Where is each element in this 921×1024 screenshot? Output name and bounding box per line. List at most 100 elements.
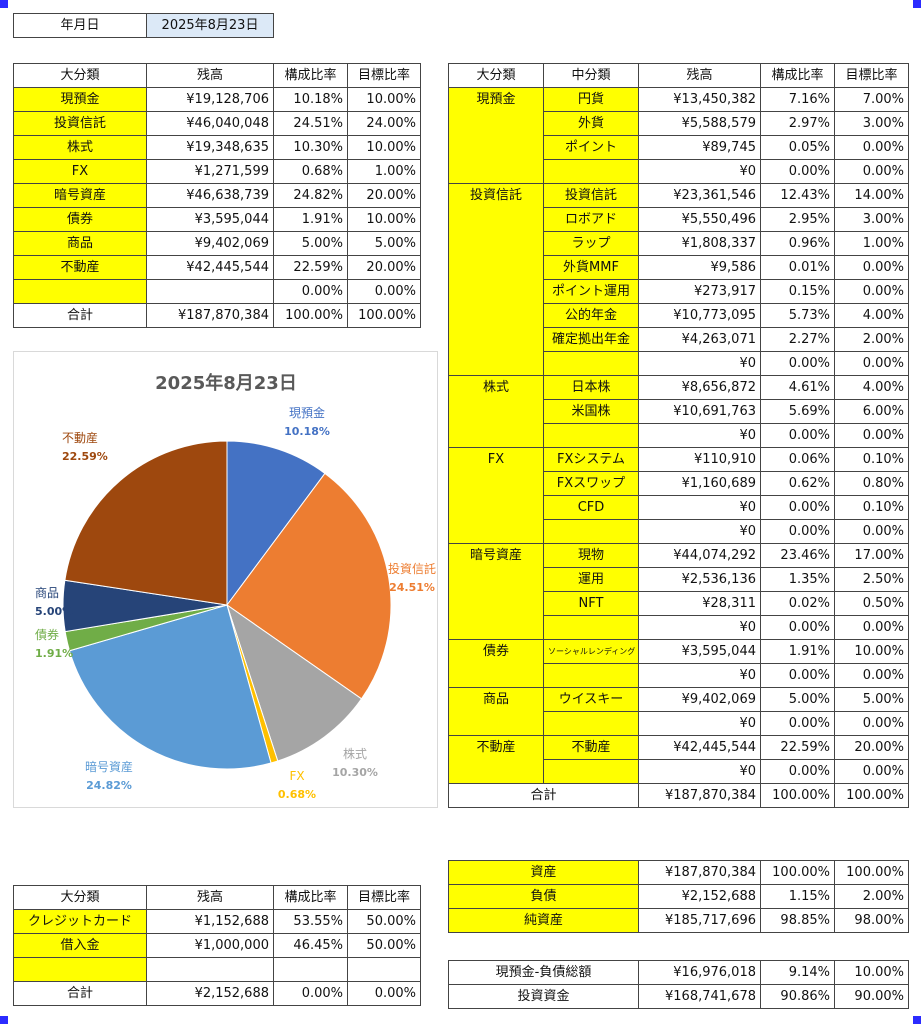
target-ratio-cell[interactable]: 3.00% [834,207,909,232]
balance-cell[interactable]: ¥0 [638,759,761,784]
target-ratio-cell[interactable]: 5.00% [834,687,909,712]
balance-cell[interactable]: ¥4,263,071 [638,327,761,352]
ratio-cell[interactable]: 98.85% [760,908,835,933]
ratio-cell[interactable]: 2.95% [760,207,835,232]
balance-cell[interactable] [146,279,274,304]
ratio-cell[interactable]: 0.00% [760,663,835,688]
sub-category-cell[interactable]: 不動産 [543,735,639,760]
sub-category-cell[interactable]: ウイスキー [543,687,639,712]
balance-cell[interactable]: ¥3,595,044 [638,639,761,664]
balance-cell[interactable]: ¥44,074,292 [638,543,761,568]
sub-category-cell[interactable]: 日本株 [543,375,639,400]
balance-cell[interactable]: ¥2,152,688 [638,884,761,909]
target-ratio-cell[interactable]: 0.00% [834,519,909,544]
category-cell[interactable]: クレジットカード [13,909,147,934]
category-cell[interactable]: 株式 [13,135,147,160]
category-cell[interactable]: 商品 [13,231,147,256]
balance-cell[interactable] [146,957,274,982]
target-ratio-cell[interactable]: 20.00% [347,183,421,208]
category-cell[interactable]: 暗号資産 [13,183,147,208]
ratio-cell[interactable]: 23.46% [760,543,835,568]
target-ratio-cell[interactable]: 20.00% [834,735,909,760]
total-target-ratio[interactable]: 100.00% [834,783,909,808]
ratio-cell[interactable]: 0.00% [760,351,835,376]
ratio-cell[interactable]: 24.82% [273,183,348,208]
balance-cell[interactable]: ¥0 [638,519,761,544]
ratio-cell[interactable]: 2.27% [760,327,835,352]
sub-category-cell[interactable] [543,663,639,688]
sub-category-cell[interactable] [543,351,639,376]
sub-category-cell[interactable]: CFD [543,495,639,520]
ratio-cell[interactable]: 0.00% [760,519,835,544]
balance-cell[interactable]: ¥2,536,136 [638,567,761,592]
ratio-cell[interactable]: 0.00% [760,423,835,448]
ratio-cell[interactable]: 46.45% [273,933,348,958]
sub-category-cell[interactable]: ロボアド [543,207,639,232]
ratio-cell[interactable]: 0.00% [760,759,835,784]
target-ratio-cell[interactable]: 0.00% [834,663,909,688]
target-ratio-cell[interactable]: 50.00% [347,933,421,958]
balance-cell[interactable]: ¥46,040,048 [146,111,274,136]
balance-cell[interactable]: ¥9,402,069 [638,687,761,712]
major-category-cell[interactable]: 現預金 [448,87,544,184]
category-cell[interactable]: 借入金 [13,933,147,958]
category-cell[interactable]: 債券 [13,207,147,232]
balance-cell[interactable]: ¥42,445,544 [638,735,761,760]
ratio-cell[interactable]: 0.68% [273,159,348,184]
target-ratio-cell[interactable]: 24.00% [347,111,421,136]
target-ratio-cell[interactable]: 100.00% [834,860,909,885]
sub-category-cell[interactable]: 外貨MMF [543,255,639,280]
total-ratio[interactable]: 0.00% [273,981,348,1006]
balance-cell[interactable]: ¥185,717,696 [638,908,761,933]
ratio-cell[interactable]: 24.51% [273,111,348,136]
sub-category-cell[interactable] [543,519,639,544]
total-target-ratio[interactable]: 0.00% [347,981,421,1006]
balance-cell[interactable]: ¥13,450,382 [638,87,761,112]
target-ratio-cell[interactable]: 0.00% [834,711,909,736]
balance-cell[interactable]: ¥1,000,000 [146,933,274,958]
target-ratio-cell[interactable]: 0.10% [834,447,909,472]
balance-cell[interactable]: ¥0 [638,351,761,376]
target-ratio-cell[interactable]: 0.00% [834,759,909,784]
target-ratio-cell[interactable]: 0.10% [834,495,909,520]
balance-cell[interactable]: ¥0 [638,711,761,736]
sub-category-cell[interactable] [543,159,639,184]
ratio-cell[interactable] [273,957,348,982]
target-ratio-cell[interactable]: 50.00% [347,909,421,934]
total-balance[interactable]: ¥187,870,384 [638,783,761,808]
balance-cell[interactable]: ¥10,773,095 [638,303,761,328]
target-ratio-cell[interactable]: 1.00% [834,231,909,256]
sub-category-cell[interactable] [543,423,639,448]
ratio-cell[interactable]: 12.43% [760,183,835,208]
category-cell[interactable] [13,279,147,304]
target-ratio-cell[interactable]: 0.00% [834,255,909,280]
ratio-cell[interactable]: 10.18% [273,87,348,112]
balance-cell[interactable]: ¥0 [638,663,761,688]
target-ratio-cell[interactable]: 5.00% [347,231,421,256]
total-balance[interactable]: ¥187,870,384 [146,303,274,328]
balance-cell[interactable]: ¥1,160,689 [638,471,761,496]
target-ratio-cell[interactable]: 20.00% [347,255,421,280]
ratio-cell[interactable]: 22.59% [273,255,348,280]
balance-cell[interactable]: ¥9,586 [638,255,761,280]
date-value[interactable]: 2025年8月23日 [146,13,274,38]
balance-cell[interactable]: ¥46,638,739 [146,183,274,208]
category-cell[interactable]: FX [13,159,147,184]
balance-cell[interactable]: ¥0 [638,495,761,520]
target-ratio-cell[interactable]: 4.00% [834,303,909,328]
ratio-cell[interactable]: 0.96% [760,231,835,256]
target-ratio-cell[interactable]: 2.50% [834,567,909,592]
balance-cell[interactable]: ¥168,741,678 [638,984,761,1009]
target-ratio-cell[interactable]: 10.00% [347,135,421,160]
major-category-cell[interactable]: FX [448,447,544,544]
balance-cell[interactable]: ¥42,445,544 [146,255,274,280]
target-ratio-cell[interactable]: 2.00% [834,884,909,909]
sub-category-cell[interactable]: 外貨 [543,111,639,136]
balance-cell[interactable]: ¥187,870,384 [638,860,761,885]
sub-category-cell[interactable]: ラップ [543,231,639,256]
total-target-ratio[interactable]: 100.00% [347,303,421,328]
target-ratio-cell[interactable]: 10.00% [347,87,421,112]
ratio-cell[interactable]: 5.00% [273,231,348,256]
ratio-cell[interactable]: 5.69% [760,399,835,424]
ratio-cell[interactable]: 0.00% [760,495,835,520]
